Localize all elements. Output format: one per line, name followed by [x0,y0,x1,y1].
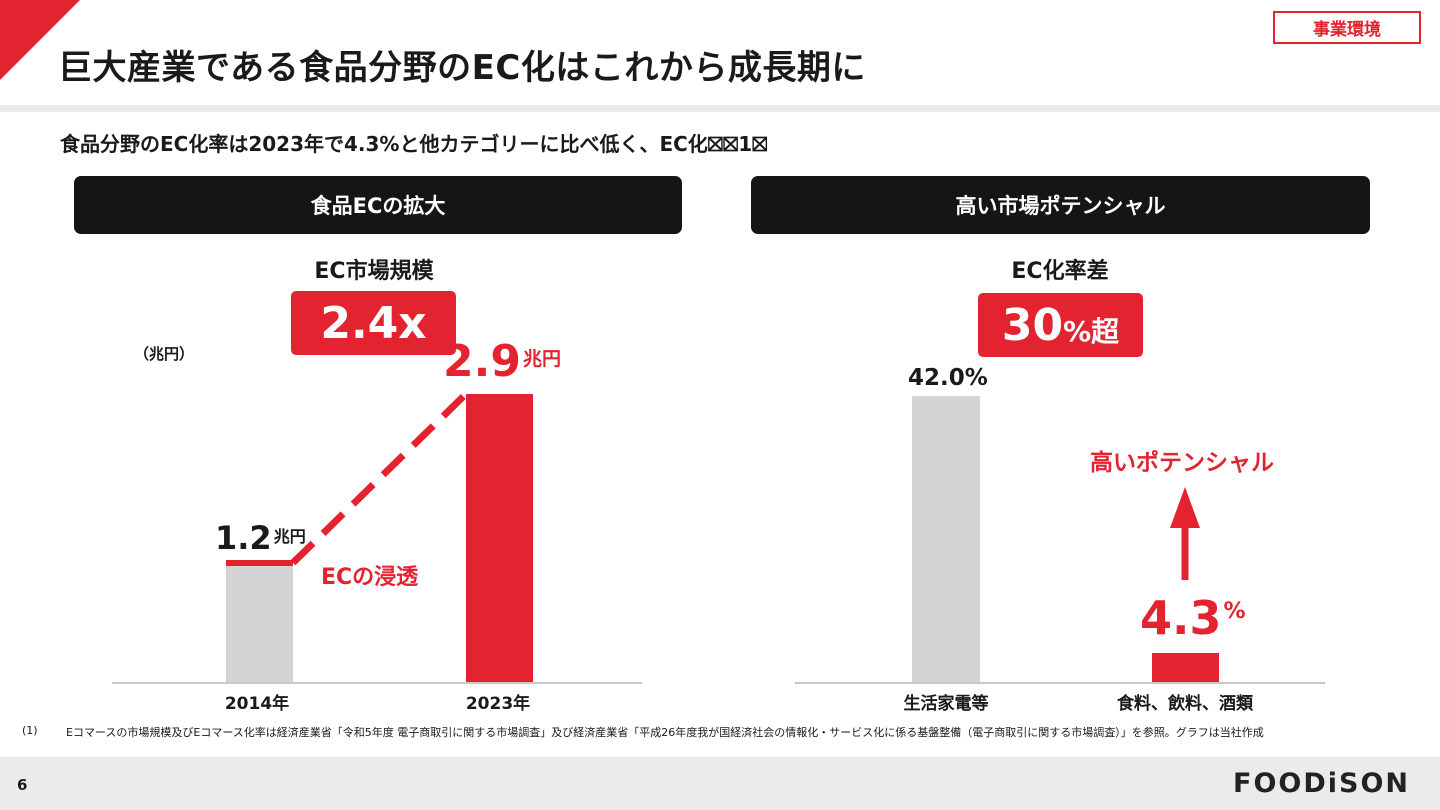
bar-2014 [226,562,293,682]
left-chart-baseline [112,682,642,684]
right-chart-baseline [795,682,1325,684]
right-panel-header: 高い市場ポテンシャル [751,176,1370,234]
right-metric-label: EC化率差 [1011,259,1109,284]
company-logo: FOODiSON [1233,768,1411,799]
corner-accent [0,0,80,80]
footer-bar [0,757,1440,810]
section-tag: 事業環境 [1273,11,1421,44]
left-panel-header: 食品ECの拡大 [74,176,682,234]
page-number: 6 [17,776,28,794]
x-label-appliances: 生活家電等 [903,694,989,714]
right-metric-box: 30 %超 [978,293,1143,357]
left-metric-value: 2.4x [320,297,427,349]
x-label-2014: 2014年 [224,694,290,714]
bar-2023-value: 2.9 兆円 [443,335,561,387]
bar-2014-value: 1.2 兆円 [215,518,306,557]
bar-2023 [466,393,533,682]
footnote-number: (1) [22,724,38,737]
bar-2014-cap [226,559,293,566]
right-metric-unit: %超 [1063,315,1120,348]
x-label-2023: 2023年 [465,694,531,714]
growth-dashed-line [290,391,469,566]
subtitle: 食品分野のEC化率は2023年で4.3%と他カテゴリーに比べ低く、EC化⛝⛝1⛝ [60,132,768,156]
footnote: Eコマースの市場規模及びEコマース化率は経済産業省「令和5年度 電子商取引に関す… [66,726,1264,739]
bar-appliances [912,396,980,682]
bar-food-value: 4.3% [1140,590,1246,645]
up-arrow-icon [1170,487,1200,528]
x-label-food: 食料、飲料、酒類 [1117,694,1253,714]
page-title: 巨大産業である食品分野のEC化はこれから成長期に [58,48,866,88]
left-metric-box: 2.4x [291,291,456,355]
chart-unit-label: （兆円） [134,345,195,363]
left-metric-label: EC市場規模 [314,259,434,284]
ec-penetration-label: ECの浸透 [321,565,419,590]
high-potential-label: 高いポテンシャル [1090,450,1274,476]
bar-appliances-value: 42.0% [908,365,988,392]
right-metric-value: 30 [1001,299,1064,351]
header-divider [0,105,1440,112]
bar-food [1152,652,1219,682]
